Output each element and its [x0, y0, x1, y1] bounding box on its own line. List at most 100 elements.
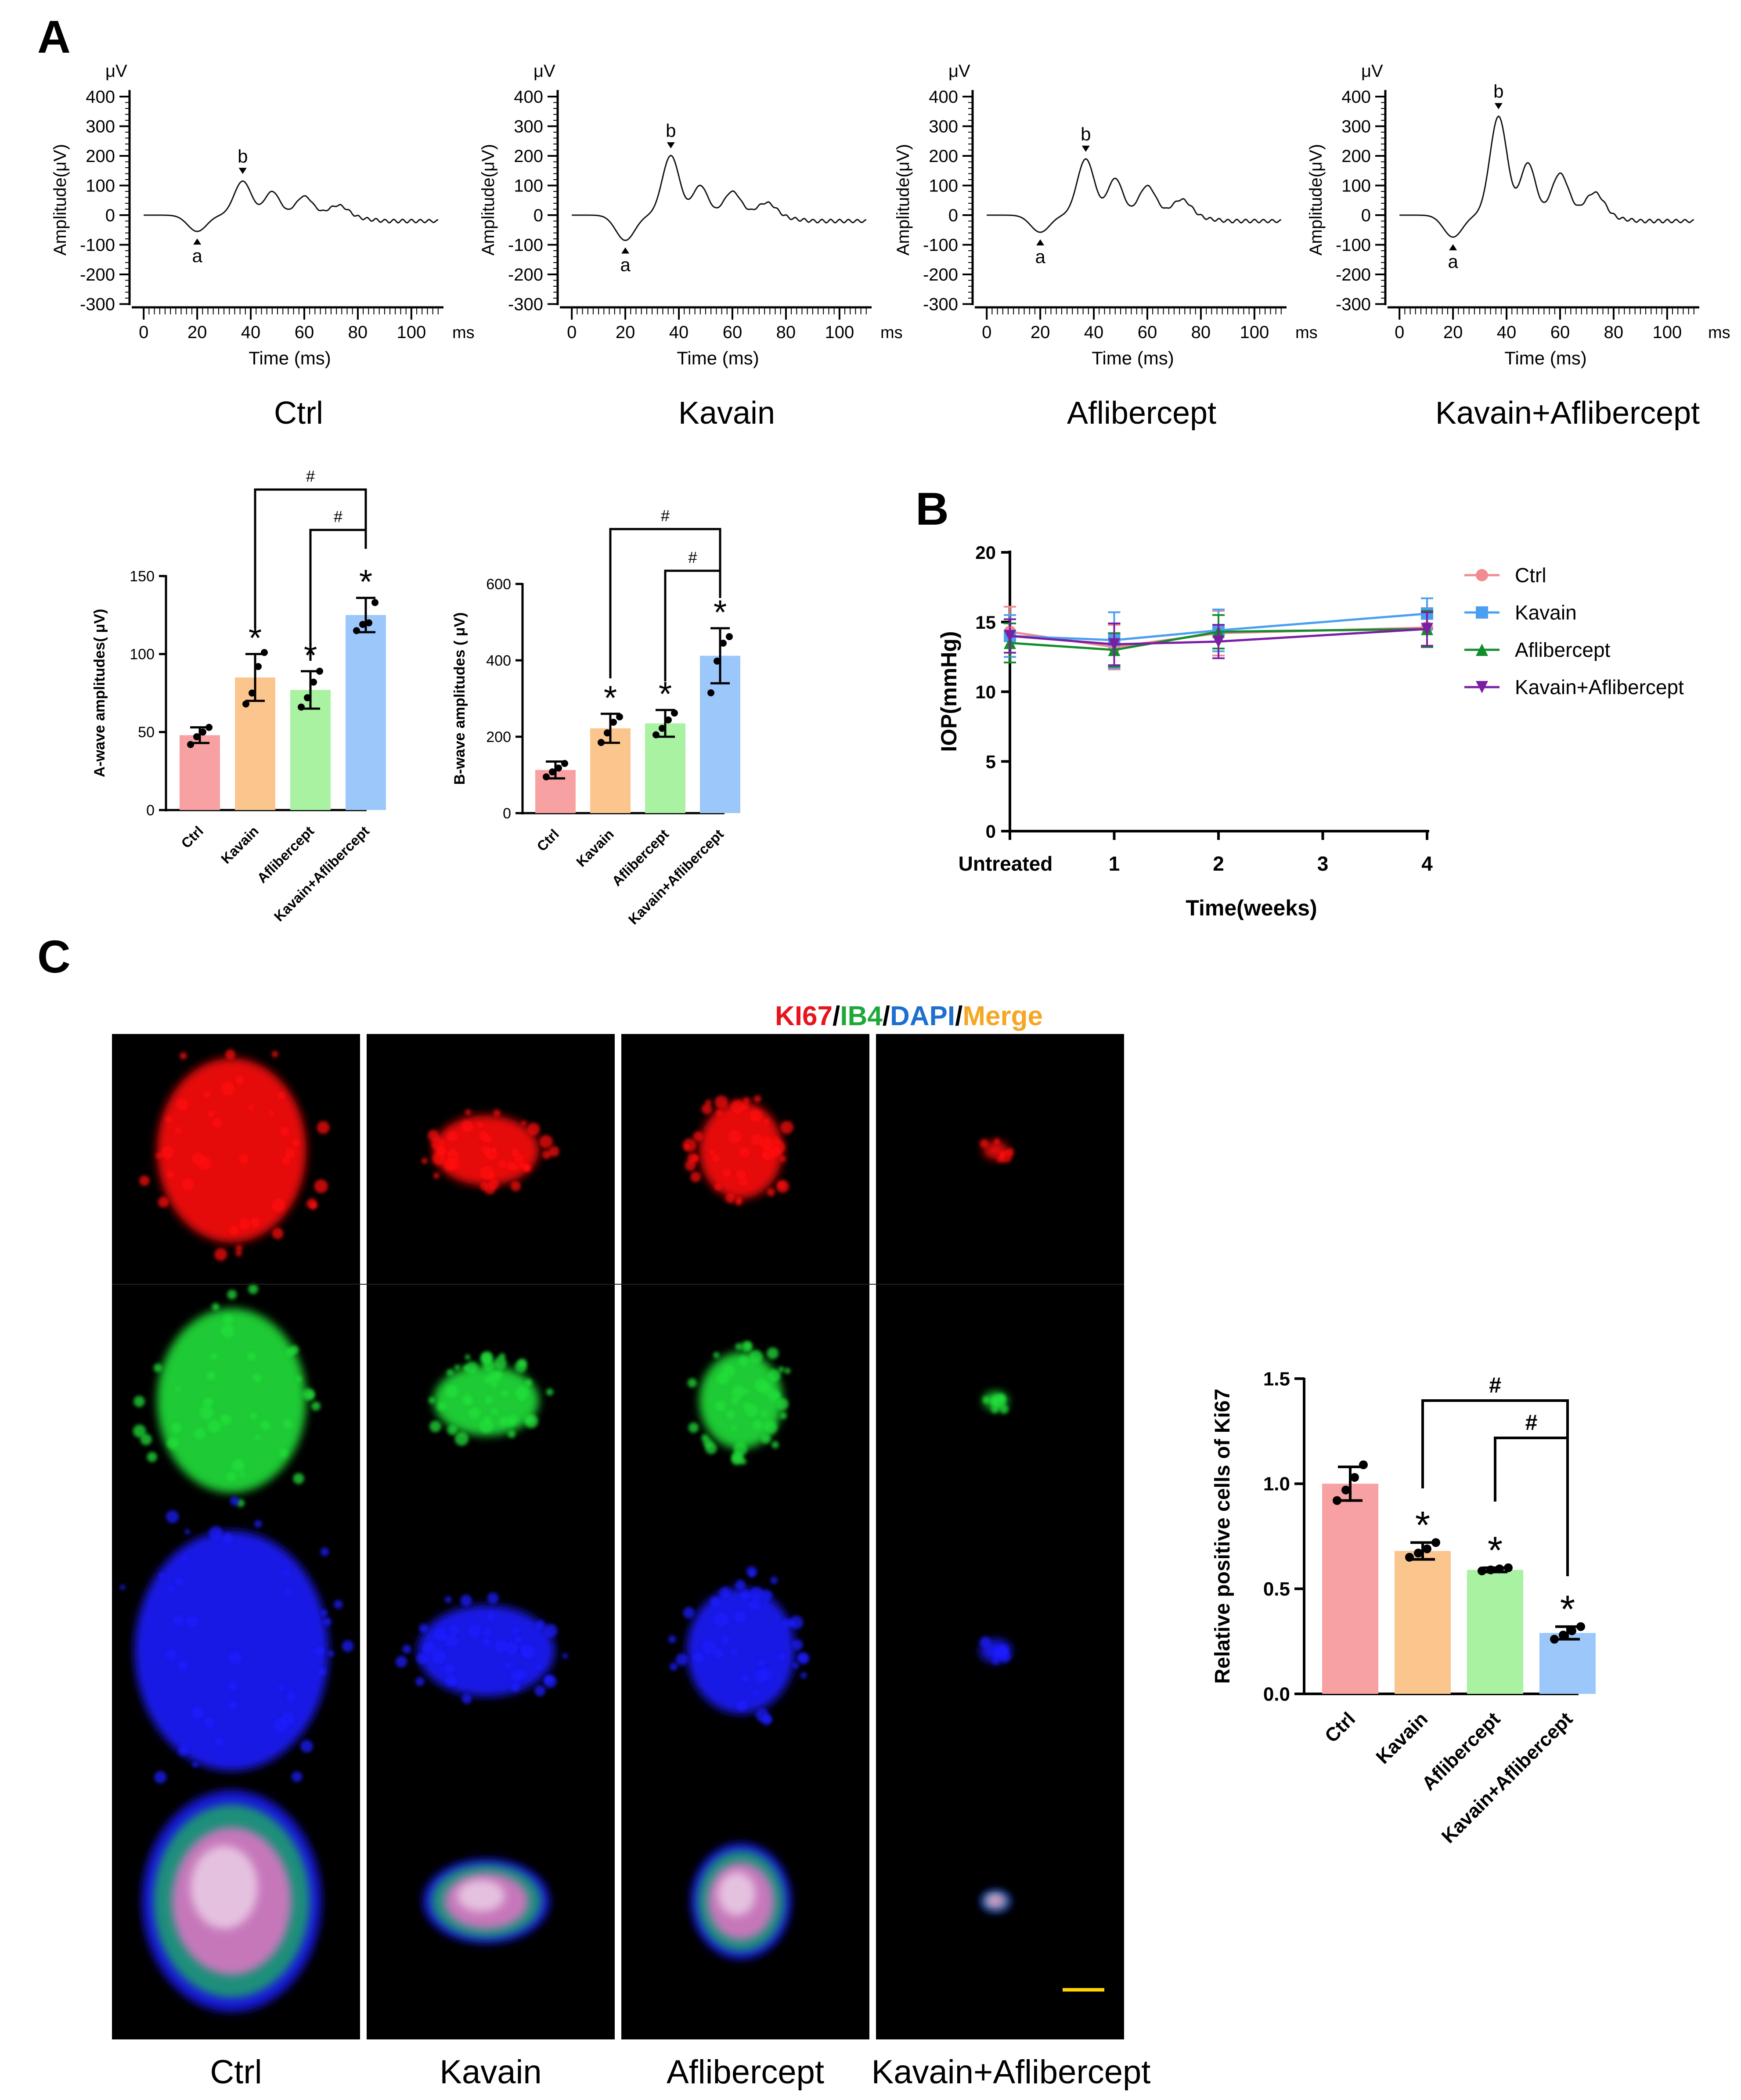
significance-star: *: [714, 593, 727, 631]
cell-spot: [159, 1572, 165, 1578]
cell-spot: [515, 1360, 527, 1373]
iop-y-tick-label: 0: [986, 821, 996, 842]
comparison-bracket: [664, 569, 721, 681]
cell-spot: [271, 1051, 278, 1058]
cell-spot: [445, 1634, 458, 1647]
cell-spot: [226, 1471, 237, 1482]
cell-spot: [776, 1180, 789, 1193]
erg-x-tick-label: 100: [1652, 323, 1682, 342]
erg-y-tick-label: -200: [508, 265, 543, 285]
cell-spot: [745, 1404, 758, 1417]
erg-y-tick-label: 300: [86, 117, 115, 137]
iop-x-tick-label: Untreated: [959, 852, 1053, 875]
micrograph-group-label: Kavain: [440, 2053, 541, 2091]
panel-label-a: A: [37, 11, 71, 63]
erg-y-tick-label: 0: [1361, 206, 1371, 225]
data-point: [316, 667, 323, 675]
cell-spot: [454, 1432, 469, 1446]
cell-spot: [260, 1420, 270, 1430]
erg-trace-panel: 400 300 200 100 0 -100 -200 -300 0 20 40 60 80 100 ms μ…: [479, 61, 903, 431]
cell-spot: [175, 1386, 181, 1392]
cell-spot: [488, 1179, 499, 1190]
erg-trace-panel: 400 300 200 100 0 -100 -200 -300 0 20 40 60 80 100 ms μ…: [1306, 61, 1730, 431]
data-point: [1568, 1626, 1576, 1635]
triangle-down-marker-icon: [1476, 681, 1488, 693]
data-point: [1341, 1485, 1350, 1495]
cell-spot: [498, 1160, 507, 1168]
a-wave-marker-icon: [1036, 239, 1045, 245]
erg-x-tick-label: 0: [1395, 323, 1404, 342]
cell-spot: [200, 1405, 214, 1420]
cell-spot: [156, 1153, 162, 1159]
cell-spot: [334, 1599, 343, 1609]
cell-spot: [543, 1675, 557, 1688]
cell-spot: [296, 1376, 302, 1382]
erg-trace-line: [987, 158, 1282, 233]
data-point: [671, 710, 678, 717]
iop-x-tick-label: 3: [1317, 852, 1329, 875]
bar: [645, 723, 685, 813]
cell-spot: [209, 1526, 223, 1540]
micrograph-group-label: Ctrl: [210, 2053, 262, 2091]
cell-spot: [282, 1156, 291, 1165]
cell-spot: [749, 1570, 755, 1577]
cell-spot: [758, 1660, 765, 1667]
cell-spot: [493, 1109, 501, 1117]
cell-spot: [402, 1644, 411, 1654]
cell-spot: [980, 1636, 991, 1648]
data-point: [1350, 1473, 1359, 1482]
cell-spot: [321, 1610, 328, 1616]
cell-spot: [225, 1049, 236, 1060]
merge-overlap-layer: [718, 1872, 756, 1916]
cell-spot: [207, 1371, 216, 1380]
cell-spot: [491, 1408, 498, 1415]
cell-spot: [982, 1396, 990, 1404]
cell-spot: [477, 1122, 483, 1128]
cell-spot: [779, 1156, 786, 1162]
cell-spot: [247, 1352, 256, 1361]
cell-spot: [745, 1342, 751, 1349]
cell-spot: [204, 1717, 214, 1728]
cell-spot: [133, 1424, 146, 1438]
cell-spot: [508, 1430, 516, 1438]
cell-spot: [539, 1135, 553, 1149]
cell-spot: [685, 1160, 696, 1171]
cell-spot: [229, 1701, 237, 1710]
cell-spot: [447, 1130, 458, 1142]
cell-spot: [999, 1151, 1006, 1157]
erg-y-unit: μV: [533, 61, 555, 81]
data-point: [205, 724, 213, 731]
cell-spot: [310, 1202, 317, 1210]
cell-spot: [250, 1217, 260, 1228]
panel-label-b: B: [916, 483, 949, 535]
cell-spot: [749, 1350, 763, 1364]
cell-spot: [736, 1700, 747, 1711]
cell-spot: [994, 1138, 1000, 1145]
comparison-hash: #: [661, 507, 670, 525]
data-point: [1486, 1565, 1495, 1574]
erg-y-axis-label: Amplitude(μV): [479, 144, 498, 256]
comparison-hash: #: [1525, 1410, 1538, 1435]
cell-spot: [735, 1343, 743, 1351]
cell-spot: [423, 1642, 436, 1655]
cell-spot: [461, 1694, 472, 1704]
a-wave-label: a: [1035, 246, 1045, 267]
stain-dapi-label: DAPI: [890, 1001, 955, 1031]
cell-spot: [447, 1369, 454, 1376]
stain-sep: /: [833, 1001, 840, 1031]
cell-spot: [283, 1419, 292, 1429]
data-point: [242, 700, 249, 708]
data-point: [726, 633, 733, 641]
erg-y-tick-label: 0: [533, 206, 543, 225]
cell-spot: [764, 1420, 778, 1434]
bar-y-axis-label: B-wave amplitudes ( μV): [451, 612, 468, 785]
cell-spot: [739, 1356, 749, 1366]
cell-spot: [250, 1412, 257, 1420]
cell-spot: [175, 1127, 182, 1134]
erg-y-tick-label: -200: [1336, 265, 1371, 285]
cell-spot: [180, 1052, 187, 1060]
cell-spot: [280, 1127, 289, 1136]
cell-spot: [268, 1110, 274, 1116]
data-point: [610, 718, 617, 726]
